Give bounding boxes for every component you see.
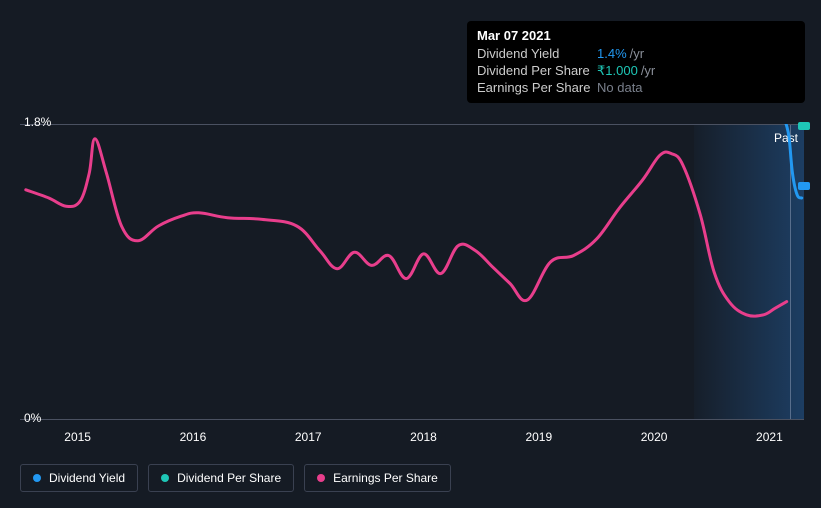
legend-item[interactable]: Dividend Yield bbox=[20, 464, 138, 492]
legend-item[interactable]: Earnings Per Share bbox=[304, 464, 451, 492]
x-axis-label: 2019 bbox=[525, 430, 552, 444]
x-axis-label: 2018 bbox=[410, 430, 437, 444]
edge-marker bbox=[798, 182, 810, 190]
y-axis-label: 0% bbox=[24, 411, 41, 425]
tooltip-row: Dividend Per Share₹1.000/yr bbox=[477, 62, 795, 79]
y-axis-label: 1.8% bbox=[24, 115, 51, 129]
tooltip-row-value: 1.4% bbox=[597, 45, 627, 62]
edge-marker bbox=[798, 122, 810, 130]
legend-color-dot bbox=[317, 474, 325, 482]
tooltip-row-label: Earnings Per Share bbox=[477, 79, 597, 96]
tooltip-row-value: ₹1.000 bbox=[597, 62, 638, 79]
legend-color-dot bbox=[161, 474, 169, 482]
legend-color-dot bbox=[33, 474, 41, 482]
tooltip-row-unit: /yr bbox=[641, 62, 655, 79]
x-axis-label: 2021 bbox=[756, 430, 783, 444]
legend-item-label: Earnings Per Share bbox=[333, 471, 438, 485]
x-axis-label: 2020 bbox=[641, 430, 668, 444]
tooltip-row-unit: /yr bbox=[630, 45, 644, 62]
x-axis-label: 2017 bbox=[295, 430, 322, 444]
chart-plot-area[interactable]: Past bbox=[20, 124, 804, 420]
tooltip-row-value: No data bbox=[597, 79, 643, 96]
x-axis-label: 2015 bbox=[64, 430, 91, 444]
tooltip-row-label: Dividend Per Share bbox=[477, 62, 597, 79]
series-line-earnings_per_share bbox=[26, 139, 787, 316]
tooltip-row-label: Dividend Yield bbox=[477, 45, 597, 62]
chart-svg bbox=[20, 124, 804, 420]
tooltip-row: Earnings Per ShareNo data bbox=[477, 79, 795, 96]
legend-item-label: Dividend Per Share bbox=[177, 471, 281, 485]
chart-legend: Dividend Yield Dividend Per Share Earnings… bbox=[20, 464, 451, 492]
tooltip-row: Dividend Yield1.4%/yr bbox=[477, 45, 795, 62]
x-axis-label: 2016 bbox=[180, 430, 207, 444]
legend-item[interactable]: Dividend Per Share bbox=[148, 464, 294, 492]
legend-item-label: Dividend Yield bbox=[49, 471, 125, 485]
chart-tooltip: Mar 07 2021 Dividend Yield1.4%/yrDividen… bbox=[467, 21, 805, 103]
tooltip-date: Mar 07 2021 bbox=[477, 28, 795, 43]
